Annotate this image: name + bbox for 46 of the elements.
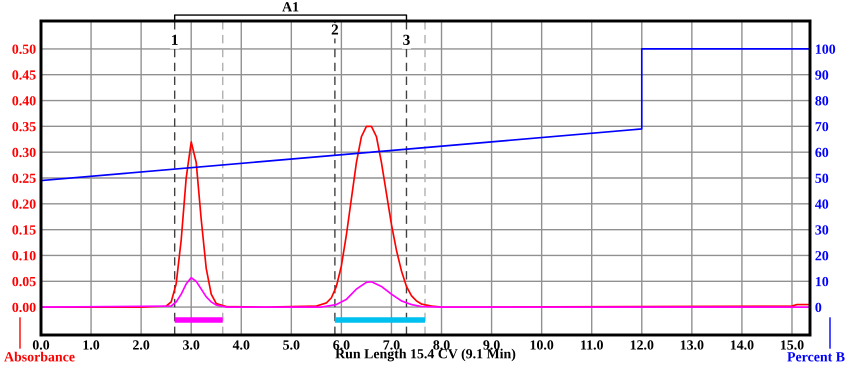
y-tick-label: 0.45 [12,70,36,80]
y-tick-label: 0.40 [12,96,36,106]
y-tick-label: 0.25 [12,174,36,184]
text: A1 [282,2,298,12]
y-tick-label: 0.10 [12,251,36,260]
x-tick-label: 10.0 [530,340,554,350]
y-axis-title: Absorbance [4,352,75,362]
x-tick-label: 5.0 [283,340,300,350]
y-tick-label: 0.15 [12,225,36,235]
y2-tick-label: 0 [815,302,822,312]
y-tick-label: 0.35 [12,122,36,132]
line-series [41,276,810,308]
x-tick-label: 6.0 [333,340,350,350]
y2-axis-title: Percent B [787,352,845,362]
x-tick-label: 9.0 [483,340,500,350]
y-tick-label: 0.30 [12,148,36,158]
y2-tick-label: 40 [815,199,828,209]
y-tick-label: 0.05 [12,276,36,286]
y2-tick-label: 30 [815,225,828,235]
y2-tick-label: 10 [816,276,828,286]
y2-tick-label: 60 [815,148,828,158]
x-tick-label: 11.0 [581,340,603,350]
annotation: 2 [332,24,338,34]
annotation: 3 [403,34,410,45]
x-tick-label: 15.0 [780,340,804,350]
y2-tick-label: 100 [816,44,836,54]
y-tick-label: 0.00 [12,302,36,312]
x-tick-label: 7.0 [384,340,400,350]
x-tick-label: 14.0 [730,340,754,350]
x-tick-label: 12.0 [630,340,654,350]
annotation: 1 [172,34,178,45]
y-tick-label: 0.50 [12,44,36,54]
x-tick-label: 2.0 [133,340,150,350]
x-tick-label: 0.0 [32,340,50,350]
y2-tick-label: 20 [815,251,828,260]
x-tick-label: 8.0 [433,340,450,350]
x-tick-label: 3.0 [183,340,200,350]
y2-tick-label: 70 [816,122,828,132]
y-tick-label: 0.20 [12,199,36,209]
x-tick-label: 4.0 [232,340,250,350]
y2-tick-label: 50 [815,174,828,183]
x-tick-label: 13.0 [680,340,704,350]
y2-tick-label: 90 [815,70,828,80]
x-tick-label: 1.0 [84,340,100,350]
y2-tick-label: 80 [815,96,828,106]
x-axis-title: Run Length 15.4 CV (9.1 Min) [335,348,516,362]
